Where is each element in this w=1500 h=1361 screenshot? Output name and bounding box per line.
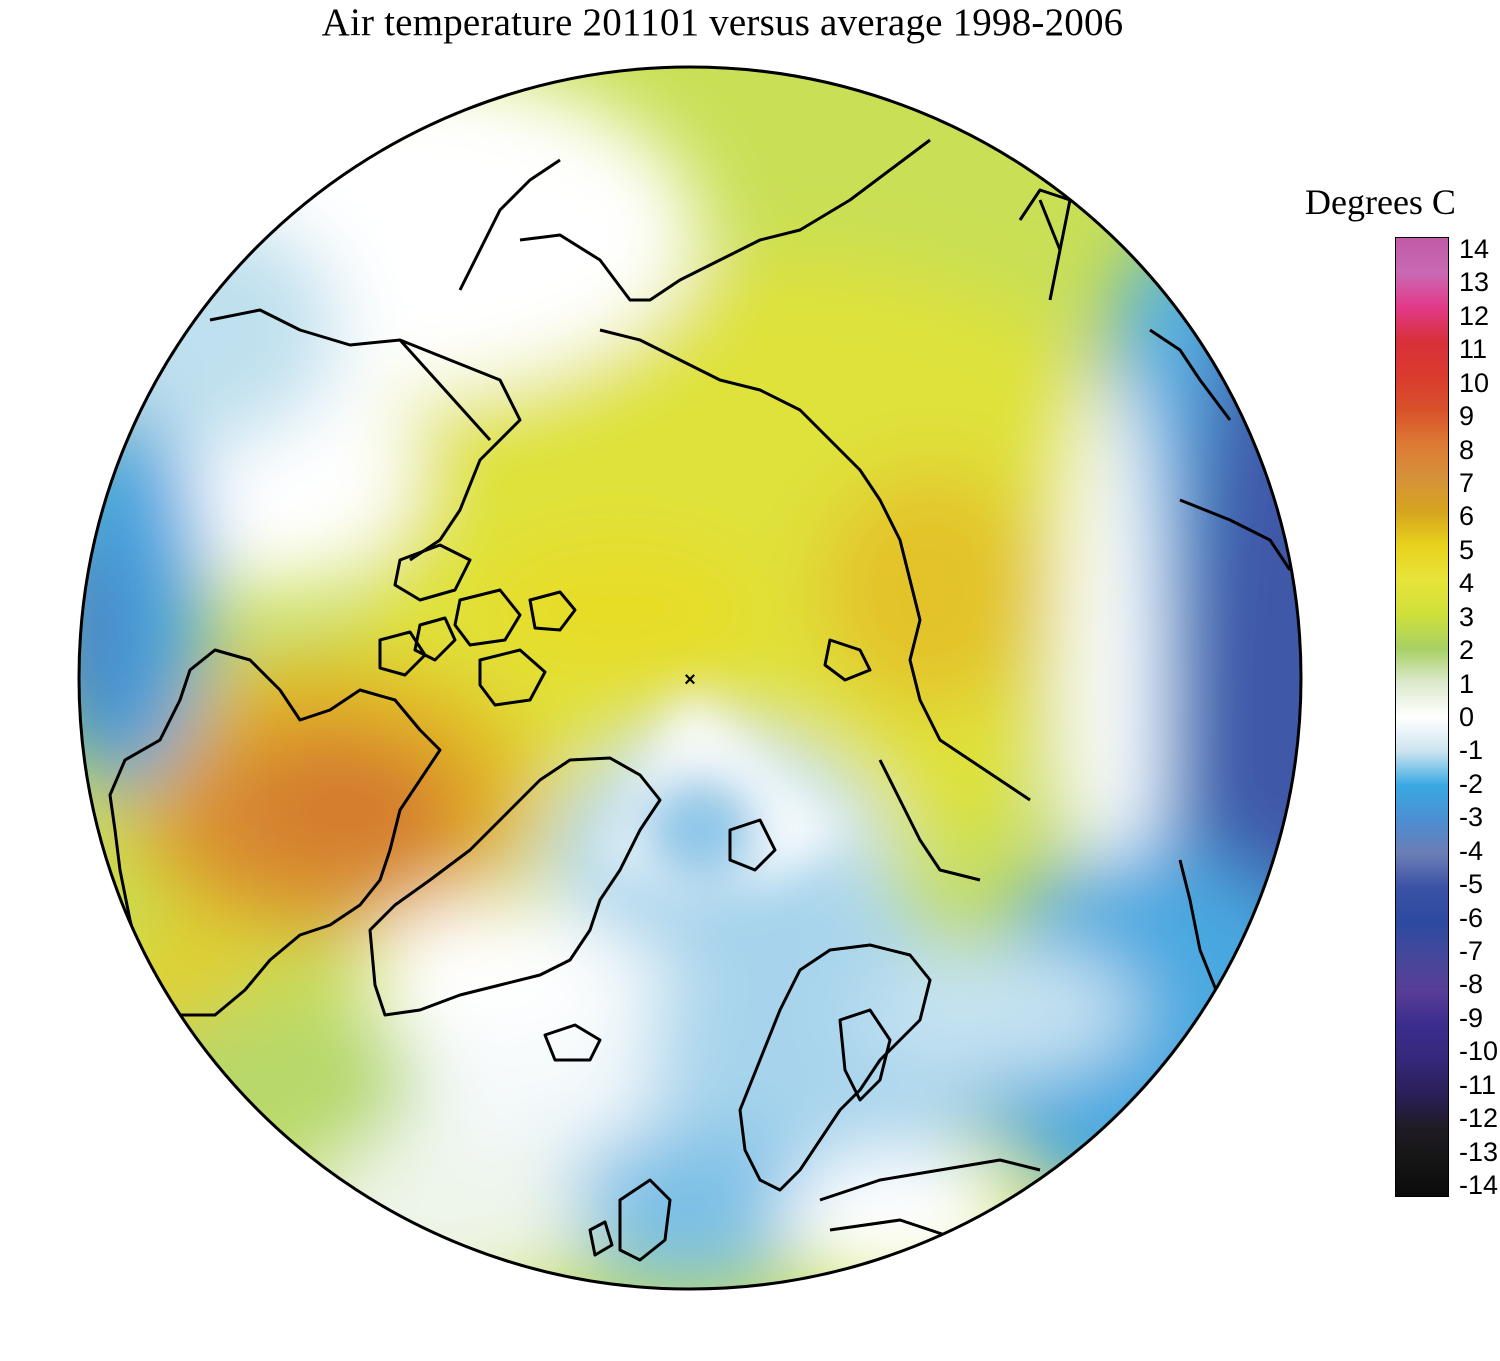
legend-units-label: Degrees C bbox=[1305, 182, 1456, 222]
scale-tick-label: -1 bbox=[1459, 735, 1484, 766]
scale-tick-label: 4 bbox=[1459, 568, 1475, 599]
scale-tick-label: 7 bbox=[1459, 468, 1475, 498]
scale-tick-label: -5 bbox=[1459, 869, 1484, 900]
north-pole-marker: × bbox=[684, 669, 696, 691]
greenland-coast bbox=[368, 756, 662, 1017]
scale-tick-label: -14 bbox=[1459, 1170, 1499, 1200]
scale-tick-label: 9 bbox=[1459, 401, 1475, 432]
scale-tick-label: 14 bbox=[1459, 234, 1490, 264]
scale-tick-label: -7 bbox=[1459, 936, 1484, 966]
scale-tick-label: 12 bbox=[1459, 300, 1490, 331]
scale-tick-label: 13 bbox=[1459, 267, 1490, 298]
scale-tick-label: 6 bbox=[1459, 501, 1475, 532]
scale-tick-label: 2 bbox=[1459, 635, 1475, 666]
color-scale-bar bbox=[1395, 237, 1449, 1197]
scale-tick-label: 3 bbox=[1459, 601, 1475, 632]
scale-tick-label: 5 bbox=[1459, 534, 1475, 565]
scale-tick-label: -11 bbox=[1459, 1069, 1497, 1100]
scale-tick-label: -13 bbox=[1459, 1136, 1499, 1167]
scale-tick-label: -6 bbox=[1459, 902, 1484, 933]
scale-tick-label: -4 bbox=[1459, 835, 1484, 866]
scale-tick-label: -12 bbox=[1459, 1103, 1499, 1134]
alaska-coast bbox=[209, 308, 522, 562]
chart-title: Air temperature 201101 versus average 19… bbox=[321, 1, 1124, 44]
scale-tick-label: -3 bbox=[1459, 802, 1484, 833]
scale-tick-label: -9 bbox=[1459, 1002, 1484, 1033]
scale-tick-label: -10 bbox=[1459, 1036, 1499, 1067]
scale-tick-label: -8 bbox=[1459, 969, 1484, 1000]
map-boundary bbox=[77, 65, 1303, 1291]
coastlines bbox=[108, 138, 1292, 1262]
scale-tick-label: 10 bbox=[1459, 367, 1490, 398]
siberia-coast bbox=[519, 138, 931, 302]
scale-tick-label: 1 bbox=[1459, 668, 1475, 699]
scale-tick-label: 11 bbox=[1459, 334, 1488, 365]
scandinavia-coast bbox=[738, 943, 932, 1192]
scale-tick-label: 8 bbox=[1459, 434, 1475, 465]
scale-tick-label: 0 bbox=[1459, 702, 1475, 732]
scale-tick-label: -2 bbox=[1459, 768, 1484, 799]
temperature-field bbox=[79, 67, 1301, 1289]
color-scale: 14 13 12 11 10 9 8 7 6 5 4 3 2 1 0 -1 -2 -3 -4 -5 -6 -7 -8 -9 -1… bbox=[1395, 236, 1498, 1199]
